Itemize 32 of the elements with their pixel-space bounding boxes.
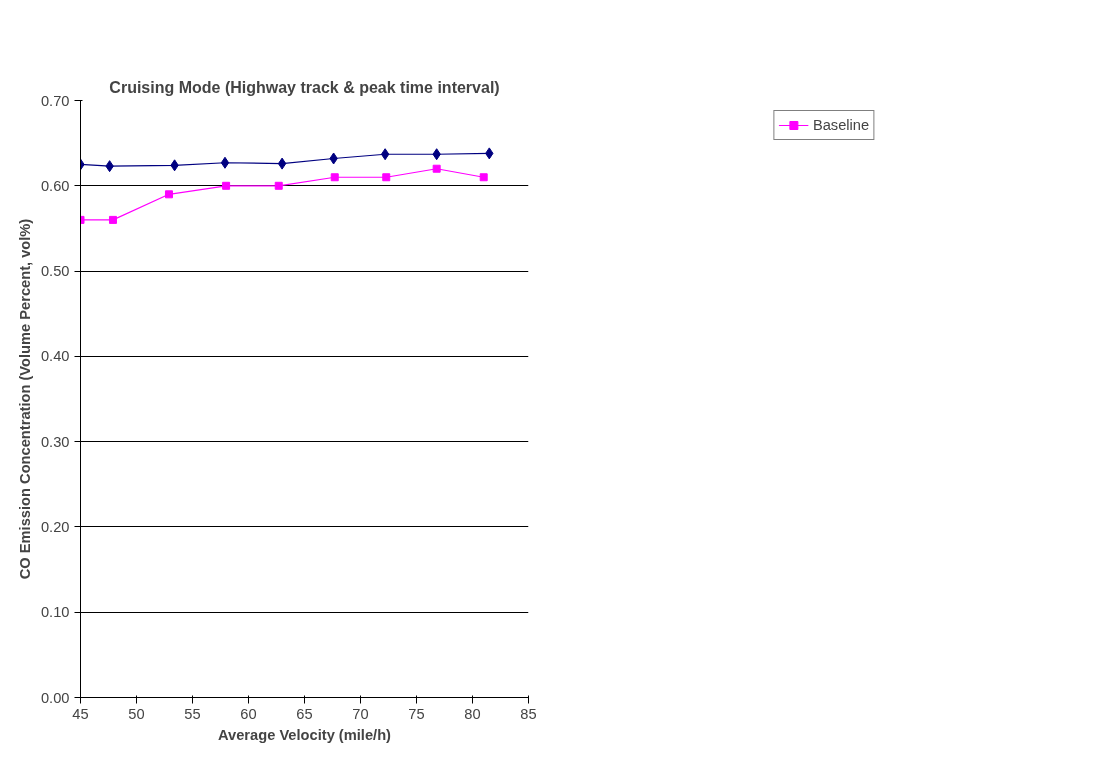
point bbox=[164, 190, 173, 199]
x-tick-label: 50 bbox=[128, 705, 145, 722]
point bbox=[432, 164, 441, 173]
x-tick-label: 55 bbox=[184, 705, 201, 722]
x-tick-label: 75 bbox=[408, 705, 425, 722]
chart-title: Cruising Mode (Highway track & peak time interval) bbox=[109, 78, 500, 96]
point bbox=[274, 181, 283, 190]
x-tick-label: 85 bbox=[520, 705, 537, 722]
legend-label: Baseline bbox=[812, 117, 870, 133]
point bbox=[380, 148, 390, 161]
point bbox=[222, 181, 231, 190]
point bbox=[108, 215, 117, 224]
y-tick-label: 0.00 bbox=[40, 689, 70, 706]
point bbox=[277, 157, 287, 170]
x-axis-title: Average Velocity (mile/h) bbox=[218, 726, 392, 743]
point bbox=[330, 173, 339, 182]
y-tick-label: 0.20 bbox=[40, 518, 70, 535]
x-tick-label: 60 bbox=[240, 705, 257, 722]
x-tick-label: 80 bbox=[464, 705, 481, 722]
y-tick-label: 0.70 bbox=[40, 92, 70, 109]
point bbox=[382, 173, 391, 182]
y-tick-label: 0.60 bbox=[40, 177, 70, 194]
y-tick-label: 0.30 bbox=[40, 433, 70, 450]
x-tick-label: 70 bbox=[352, 705, 369, 722]
point bbox=[220, 156, 230, 169]
x-tick-label: 65 bbox=[296, 705, 313, 722]
y-tick-label: 0.40 bbox=[40, 348, 70, 365]
y-tick-label: 0.10 bbox=[40, 604, 70, 621]
y-tick-label: 0.50 bbox=[40, 263, 70, 280]
y-axis-title: CO Emission Concentration (Volume Percent, vol%) bbox=[16, 218, 33, 580]
point bbox=[479, 173, 488, 182]
x-tick-label: 45 bbox=[72, 705, 89, 722]
